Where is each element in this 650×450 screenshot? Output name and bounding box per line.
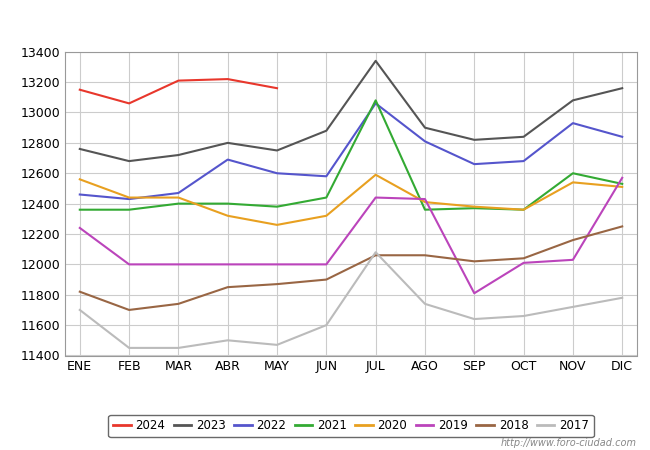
Legend: 2024, 2023, 2022, 2021, 2020, 2019, 2018, 2017: 2024, 2023, 2022, 2021, 2020, 2019, 2018… bbox=[109, 414, 593, 437]
Text: Afiliados en Olot a 31/5/2024: Afiliados en Olot a 31/5/2024 bbox=[194, 14, 456, 33]
Text: http://www.foro-ciudad.com: http://www.foro-ciudad.com bbox=[501, 438, 637, 448]
